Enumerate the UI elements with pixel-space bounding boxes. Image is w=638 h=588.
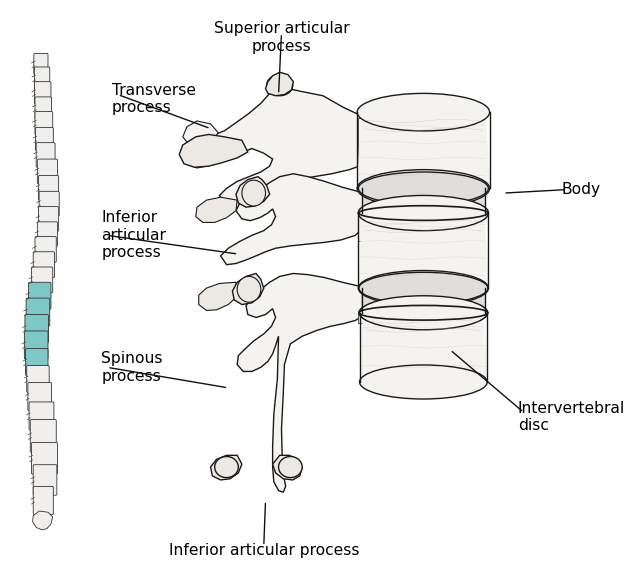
Polygon shape <box>221 173 364 265</box>
Text: Spinous
process: Spinous process <box>101 351 163 383</box>
Ellipse shape <box>215 456 239 477</box>
Polygon shape <box>359 118 367 165</box>
Text: Superior articular
process: Superior articular process <box>214 21 350 54</box>
FancyBboxPatch shape <box>31 442 57 474</box>
FancyBboxPatch shape <box>25 315 48 343</box>
FancyBboxPatch shape <box>27 366 49 393</box>
Ellipse shape <box>360 296 487 330</box>
FancyBboxPatch shape <box>36 128 54 151</box>
Polygon shape <box>237 273 362 492</box>
Polygon shape <box>179 135 248 168</box>
Text: Inferior articular process: Inferior articular process <box>168 543 359 558</box>
Text: Transverse
process: Transverse process <box>112 83 196 115</box>
FancyBboxPatch shape <box>26 298 50 326</box>
FancyBboxPatch shape <box>29 282 51 309</box>
Ellipse shape <box>267 75 293 96</box>
Polygon shape <box>272 455 302 480</box>
Ellipse shape <box>359 297 488 329</box>
FancyBboxPatch shape <box>38 222 57 246</box>
Polygon shape <box>359 313 367 323</box>
Ellipse shape <box>359 196 489 229</box>
Ellipse shape <box>242 180 265 206</box>
Polygon shape <box>357 118 489 183</box>
Ellipse shape <box>357 93 489 131</box>
FancyBboxPatch shape <box>31 267 53 293</box>
FancyBboxPatch shape <box>29 402 54 430</box>
Ellipse shape <box>237 276 261 302</box>
Polygon shape <box>196 197 237 222</box>
Ellipse shape <box>357 170 489 207</box>
Polygon shape <box>265 72 293 96</box>
Ellipse shape <box>359 195 489 230</box>
Polygon shape <box>362 188 485 213</box>
Polygon shape <box>182 88 366 203</box>
FancyBboxPatch shape <box>33 486 54 514</box>
Polygon shape <box>211 455 242 480</box>
FancyBboxPatch shape <box>28 383 52 411</box>
Polygon shape <box>232 273 263 305</box>
Polygon shape <box>362 288 485 313</box>
Polygon shape <box>33 511 53 530</box>
Polygon shape <box>359 218 489 283</box>
FancyBboxPatch shape <box>38 206 59 231</box>
Text: Intervertebral
disc: Intervertebral disc <box>518 401 625 433</box>
FancyBboxPatch shape <box>35 112 53 135</box>
FancyBboxPatch shape <box>34 54 48 75</box>
FancyBboxPatch shape <box>38 159 57 183</box>
FancyBboxPatch shape <box>39 191 59 216</box>
Ellipse shape <box>359 270 489 306</box>
Ellipse shape <box>359 172 489 205</box>
Polygon shape <box>182 121 218 145</box>
FancyBboxPatch shape <box>26 349 48 376</box>
FancyBboxPatch shape <box>30 419 56 452</box>
FancyBboxPatch shape <box>33 465 57 495</box>
Ellipse shape <box>359 272 488 304</box>
FancyBboxPatch shape <box>24 331 48 359</box>
Ellipse shape <box>279 456 302 477</box>
Polygon shape <box>236 176 270 207</box>
FancyBboxPatch shape <box>34 82 51 104</box>
FancyBboxPatch shape <box>36 143 55 168</box>
Polygon shape <box>359 213 367 241</box>
FancyBboxPatch shape <box>34 67 50 89</box>
FancyBboxPatch shape <box>35 236 56 262</box>
FancyBboxPatch shape <box>38 175 59 200</box>
Polygon shape <box>198 282 236 310</box>
Polygon shape <box>360 318 487 377</box>
FancyBboxPatch shape <box>33 252 54 278</box>
Ellipse shape <box>360 365 487 399</box>
Text: Body: Body <box>561 182 600 197</box>
Text: Inferior
articular
process: Inferior articular process <box>101 211 166 260</box>
FancyBboxPatch shape <box>35 97 52 119</box>
